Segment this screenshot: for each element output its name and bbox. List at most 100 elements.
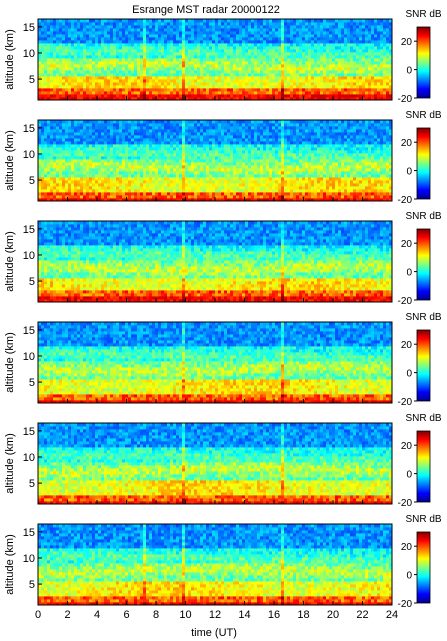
heatmap-cell <box>92 174 96 178</box>
heatmap-cell <box>128 126 132 130</box>
heatmap-cell <box>239 31 243 35</box>
heatmap-cell <box>377 91 381 95</box>
heatmap-cell <box>209 67 213 71</box>
heatmap-cell <box>131 162 135 166</box>
heatmap-cell <box>152 34 156 38</box>
heatmap-cell <box>362 79 366 83</box>
heatmap-cell <box>158 189 162 193</box>
heatmap-cell <box>113 162 117 166</box>
heatmap-cell <box>62 192 66 196</box>
heatmap-cell <box>47 94 51 98</box>
heatmap-cell <box>110 58 114 62</box>
heatmap-cell <box>167 177 171 181</box>
heatmap-cell <box>194 129 198 133</box>
heatmap-cell <box>314 94 318 98</box>
heatmap-cell <box>230 49 234 53</box>
heatmap-cell <box>200 34 204 38</box>
heatmap-cell <box>65 147 69 151</box>
heatmap-cell <box>44 156 48 160</box>
heatmap-cell <box>266 79 270 83</box>
heatmap-cell <box>344 55 348 59</box>
heatmap-cell <box>323 85 327 89</box>
heatmap-cell <box>218 150 222 154</box>
heatmap-cell <box>128 132 132 136</box>
heatmap-cell <box>71 141 75 145</box>
heatmap-cell <box>152 174 156 178</box>
heatmap-cell <box>290 70 294 74</box>
heatmap-cell <box>212 180 216 184</box>
heatmap-cell <box>152 70 156 74</box>
heatmap-cell <box>275 94 279 98</box>
heatmap-cell <box>62 171 66 175</box>
heatmap-cell <box>185 58 189 62</box>
heatmap-cell <box>257 19 261 23</box>
heatmap-cell <box>176 150 180 154</box>
heatmap-cell <box>215 189 219 193</box>
heatmap-cell <box>344 34 348 38</box>
heatmap-cell <box>212 79 216 83</box>
heatmap-cell <box>389 67 393 71</box>
heatmap-cell <box>59 174 63 178</box>
heatmap-cell <box>335 97 339 101</box>
heatmap-cell <box>224 195 228 199</box>
heatmap-cell <box>122 64 126 68</box>
heatmap-cell <box>50 162 54 166</box>
heatmap-cell <box>131 79 135 83</box>
heatmap-cell <box>203 67 207 71</box>
heatmap-cell <box>377 58 381 62</box>
heatmap-cell <box>203 189 207 193</box>
heatmap-cell <box>80 76 84 80</box>
heatmap-cell <box>194 162 198 166</box>
heatmap-cell <box>77 34 81 38</box>
heatmap-cell <box>47 79 51 83</box>
heatmap-cell <box>173 168 177 172</box>
heatmap-cell <box>47 186 51 190</box>
heatmap-cell <box>365 94 369 98</box>
heatmap-cell <box>149 88 153 92</box>
heatmap-cell <box>239 94 243 98</box>
heatmap-cell <box>230 67 234 71</box>
heatmap-cell <box>299 46 303 50</box>
heatmap-cell <box>143 37 147 41</box>
heatmap-cell <box>191 156 195 160</box>
heatmap-cell <box>290 64 294 68</box>
heatmap-cell <box>56 138 60 142</box>
heatmap-cell <box>80 150 84 154</box>
heatmap-cell <box>218 55 222 59</box>
heatmap-cell <box>143 88 147 92</box>
heatmap-cell <box>245 43 249 47</box>
heatmap-cell <box>149 34 153 38</box>
heatmap-cell <box>116 144 120 148</box>
heatmap-cell <box>284 85 288 89</box>
heatmap-cell <box>386 61 390 65</box>
heatmap-cell <box>95 37 99 41</box>
heatmap-cell <box>224 189 228 193</box>
heatmap-cell <box>164 88 168 92</box>
heatmap-cell <box>212 177 216 181</box>
heatmap-cell <box>212 61 216 65</box>
heatmap-cell <box>305 70 309 74</box>
heatmap-cell <box>323 64 327 68</box>
heatmap-cell <box>170 19 174 23</box>
heatmap-cell <box>236 55 240 59</box>
heatmap-cell <box>284 64 288 68</box>
heatmap-cell <box>149 49 153 53</box>
heatmap-cell <box>245 70 249 74</box>
heatmap-cell <box>179 126 183 130</box>
heatmap-cell <box>38 37 42 41</box>
heatmap-cell <box>338 70 342 74</box>
heatmap-cell <box>371 76 375 80</box>
colorbar-tick-label: 20 <box>401 37 413 48</box>
heatmap-cell <box>167 162 171 166</box>
heatmap-cell <box>305 97 309 101</box>
heatmap-cell <box>179 138 183 142</box>
heatmap-cell <box>50 19 54 23</box>
heatmap-cell <box>113 55 117 59</box>
heatmap-cell <box>167 22 171 26</box>
heatmap-cell <box>287 25 291 29</box>
heatmap-cell <box>296 70 300 74</box>
heatmap-cell <box>191 49 195 53</box>
heatmap-cell <box>212 82 216 86</box>
heatmap-cell <box>92 40 96 44</box>
heatmap-cell <box>191 171 195 175</box>
